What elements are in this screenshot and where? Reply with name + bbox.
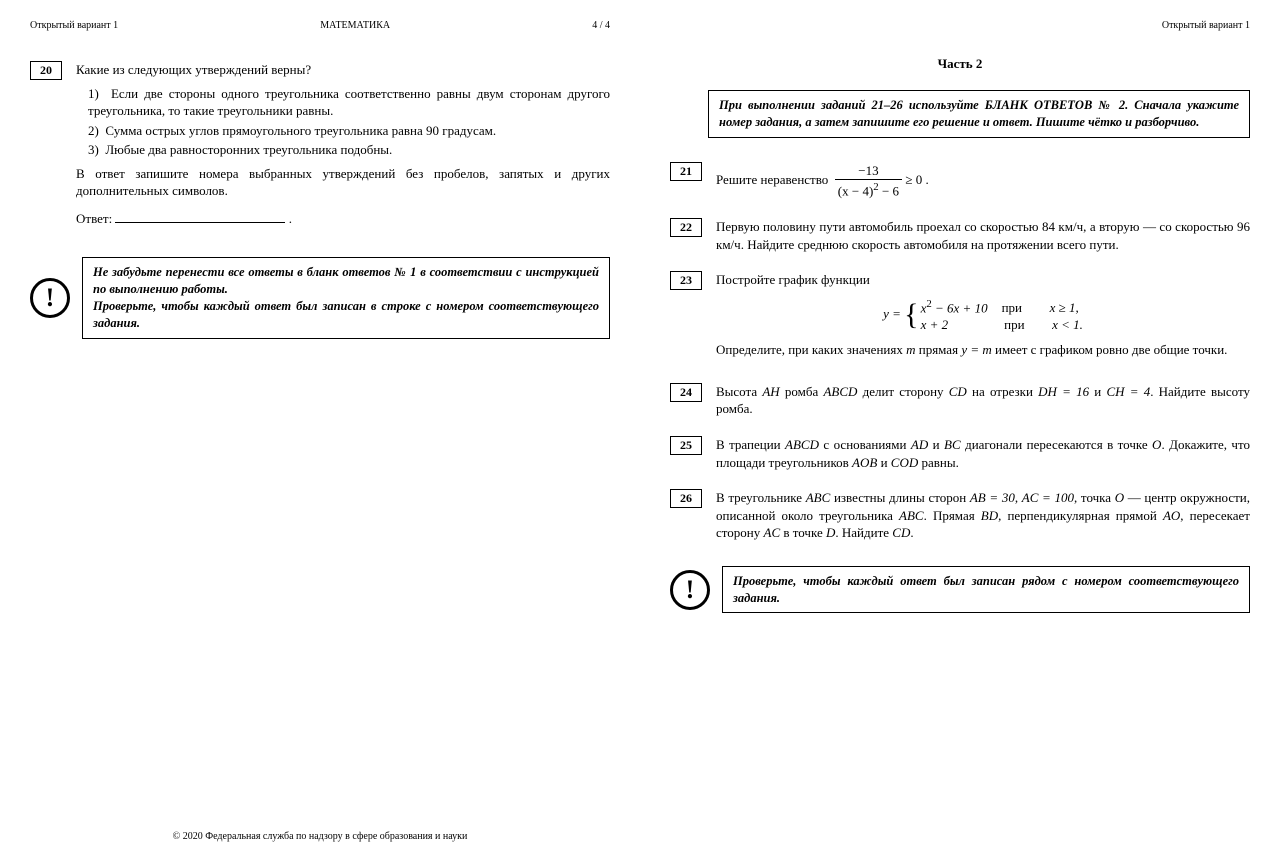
task-body: Высота AH ромба ABCD делит сторону CD на… [716, 383, 1250, 418]
option-2: 2) Сумма острых углов прямоугольного тре… [88, 122, 610, 140]
task-body: В трапеции ABCD с основаниями AD и BC ди… [716, 436, 1250, 471]
task-body: Какие из следующих утверждений верны? 1)… [76, 61, 610, 227]
task-number: 23 [670, 271, 702, 290]
task-prompt: Какие из следующих утверждений верны? [76, 61, 610, 79]
task-20: 20 Какие из следующих утверждений верны?… [30, 61, 610, 227]
header-subject: МАТЕМАТИКА [320, 20, 390, 31]
instruction-box: При выполнении заданий 21–26 используйте… [708, 90, 1250, 138]
task-body: В треугольнике ABC известны длины сторон… [716, 489, 1250, 542]
task-body: Постройте график функции y = { x2 − 6x +… [716, 271, 1250, 365]
answer-line: Ответ: . [76, 210, 610, 228]
piecewise-func: y = { x2 − 6x + 10приx ≥ 1, x + 2приx < … [716, 295, 1250, 336]
task-23: 23 Постройте график функции y = { x2 − 6… [670, 271, 1250, 365]
task-number: 24 [670, 383, 702, 402]
notice-box: Проверьте, чтобы каждый ответ был записа… [722, 566, 1250, 614]
exclamation-icon: ! [670, 570, 710, 610]
task-21: 21 Решите неравенство −13 (x − 4)2 − 6 ≥… [670, 162, 1250, 200]
document-spread: Открытый вариант 1 МАТЕМАТИКА 4 / 4 20 К… [0, 0, 1280, 857]
answer-blank[interactable] [115, 210, 285, 223]
frac-num: −13 [835, 162, 902, 181]
text2: Определите, при каких значениях m прямая… [716, 341, 1250, 359]
task-number: 26 [670, 489, 702, 508]
task-body: Решите неравенство −13 (x − 4)2 − 6 ≥ 0 … [716, 162, 1250, 200]
text1: Постройте график функции [716, 271, 1250, 289]
notice-left: ! Не забудьте перенести все ответы в бла… [30, 257, 610, 339]
footer: © 2020 Федеральная служба по надзору в с… [0, 831, 640, 842]
header-page: 4 / 4 [592, 20, 610, 31]
task-hint: В ответ запишите номера выбранных утверж… [76, 165, 610, 200]
page-right: Открытый вариант 1 Часть 2 При выполнени… [640, 0, 1280, 857]
answer-label: Ответ: [76, 211, 112, 226]
option-3: 3) Любые два равносторонних треугольника… [88, 141, 610, 159]
task-24: 24 Высота AH ромба ABCD делит сторону CD… [670, 383, 1250, 418]
task-number: 25 [670, 436, 702, 455]
task-number: 22 [670, 218, 702, 237]
tail: ≥ 0 . [902, 172, 929, 187]
task-25: 25 В трапеции ABCD с основаниями AD и BC… [670, 436, 1250, 471]
task-26: 26 В треугольнике ABC известны длины сто… [670, 489, 1250, 542]
header-left: Открытый вариант 1 МАТЕМАТИКА 4 / 4 [30, 20, 610, 31]
frac-den: (x − 4)2 − 6 [835, 180, 902, 200]
option-1: 1) Если две стороны одного треугольника … [88, 85, 610, 120]
section-title: Часть 2 [670, 56, 1250, 72]
notice-right: ! Проверьте, чтобы каждый ответ был запи… [670, 566, 1250, 614]
task-body: Первую половину пути автомобиль проехал … [716, 218, 1250, 253]
page-left: Открытый вариант 1 МАТЕМАТИКА 4 / 4 20 К… [0, 0, 640, 857]
text: Решите неравенство [716, 172, 828, 187]
header-variant: Открытый вариант 1 [30, 20, 118, 31]
task-number: 21 [670, 162, 702, 181]
task-22: 22 Первую половину пути автомобиль проех… [670, 218, 1250, 253]
task-number: 20 [30, 61, 62, 80]
options-list: 1) Если две стороны одного треугольника … [88, 85, 610, 159]
fraction: −13 (x − 4)2 − 6 [835, 162, 902, 200]
header-right: Открытый вариант 1 [670, 20, 1250, 31]
exclamation-icon: ! [30, 278, 70, 318]
notice-box: Не забудьте перенести все ответы в бланк… [82, 257, 610, 339]
